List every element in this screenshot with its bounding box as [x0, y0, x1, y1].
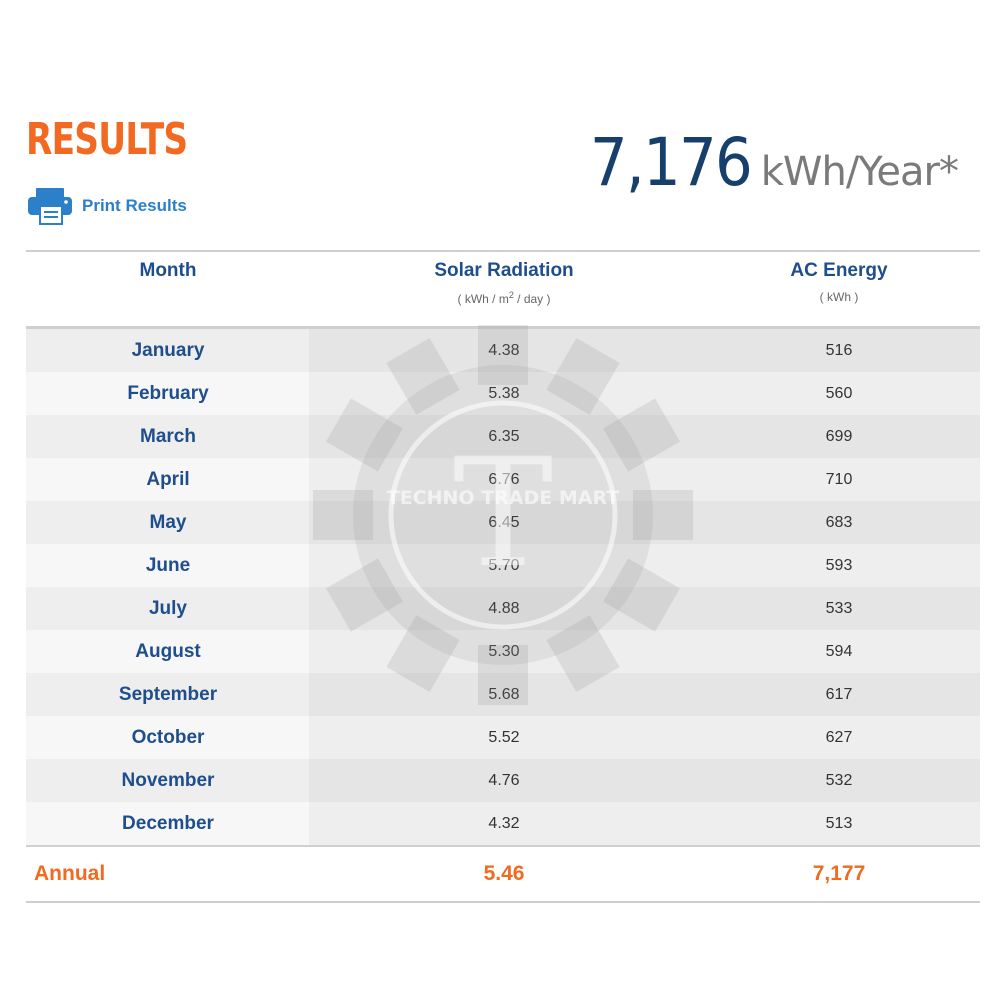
ac-column-title: AC Energy: [790, 260, 888, 281]
table-row: December 4.32 513: [26, 802, 980, 845]
table-row: April 6.76 710: [26, 458, 980, 501]
ac-cell: 560: [825, 385, 853, 402]
annual-total: 7,176 kWh/Year*: [572, 124, 959, 201]
solar-cell: 6.45: [488, 514, 520, 531]
divider: [26, 845, 980, 847]
table-row: January 4.38 516: [26, 329, 980, 372]
ac-cell: 533: [825, 600, 853, 617]
month-cell: July: [148, 598, 188, 619]
results-title: RESULTS: [26, 114, 188, 165]
table-row: February 5.38 560: [26, 372, 980, 415]
table-row: May 6.45 683: [26, 501, 980, 544]
month-cell: February: [127, 383, 209, 404]
total-value: 7,176: [589, 124, 753, 201]
table-row: August 5.30 594: [26, 630, 980, 673]
solar-cell: 5.70: [488, 557, 520, 574]
solar-cell: 4.32: [488, 815, 520, 832]
month-cell: January: [131, 340, 205, 361]
month-cell: October: [131, 727, 205, 748]
annual-label: Annual: [34, 862, 106, 885]
month-cell: June: [145, 555, 191, 576]
header-solar-radiation: Solar Radiation ( kWh / m2 / day ): [404, 260, 604, 306]
table-row: September 5.68 617: [26, 673, 980, 716]
divider: [26, 901, 980, 903]
ac-cell: 617: [825, 686, 853, 703]
ac-cell: 594: [825, 643, 853, 660]
divider: [26, 250, 980, 252]
month-cell: August: [135, 641, 201, 662]
solar-cell: 4.88: [488, 600, 520, 617]
month-cell: September: [118, 684, 218, 705]
ac-cell: 513: [825, 815, 853, 832]
month-column-title: Month: [139, 260, 197, 281]
table-row: October 5.52 627: [26, 716, 980, 759]
annual-ac: 7,177: [812, 862, 866, 885]
table-row: June 5.70 593: [26, 544, 980, 587]
ac-cell: 710: [825, 471, 853, 488]
month-cell: May: [149, 512, 187, 533]
annual-solar: 5.46: [483, 862, 525, 885]
ac-cell: 532: [825, 772, 853, 789]
solar-cell: 6.35: [488, 428, 520, 445]
results-table: Month Solar Radiation ( kWh / m2 / day )…: [26, 250, 980, 903]
ac-column-unit: ( kWh ): [819, 290, 859, 304]
solar-cell: 5.38: [488, 385, 520, 402]
print-results-label: Print Results: [82, 196, 187, 215]
solar-cell: 5.68: [488, 686, 520, 703]
table-row: March 6.35 699: [26, 415, 980, 458]
month-cell: April: [146, 469, 190, 490]
annual-row: Annual 5.46 7,177: [26, 847, 980, 901]
divider: [26, 326, 980, 329]
ac-cell: 516: [825, 342, 853, 359]
ac-cell: 699: [825, 428, 853, 445]
month-cell: March: [140, 426, 196, 447]
header-ac-energy: AC Energy ( kWh ): [739, 260, 939, 304]
print-results-button[interactable]: Print Results: [26, 186, 187, 226]
printer-icon: [28, 188, 72, 225]
solar-cell: 5.30: [488, 643, 520, 660]
solar-column-unit: ( kWh / m2 / day ): [457, 290, 551, 306]
table-row: November 4.76 532: [26, 759, 980, 802]
solar-cell: 4.76: [488, 772, 520, 789]
ac-cell: 683: [825, 514, 853, 531]
table-row: July 4.88 533: [26, 587, 980, 630]
ac-cell: 593: [825, 557, 853, 574]
solar-cell: 5.52: [488, 729, 520, 746]
solar-cell: 6.76: [488, 471, 520, 488]
ac-cell: 627: [825, 729, 853, 746]
header-month: Month: [68, 260, 268, 282]
solar-column-title: Solar Radiation: [434, 260, 574, 281]
solar-cell: 4.38: [488, 342, 520, 359]
month-cell: November: [121, 770, 215, 791]
total-unit: kWh/Year*: [760, 149, 959, 195]
table-body: January 4.38 516 February 5.38 560 March 6.35 69…: [26, 329, 980, 845]
month-cell: December: [122, 813, 214, 834]
table-header: Month Solar Radiation ( kWh / m2 / day )…: [26, 252, 980, 326]
